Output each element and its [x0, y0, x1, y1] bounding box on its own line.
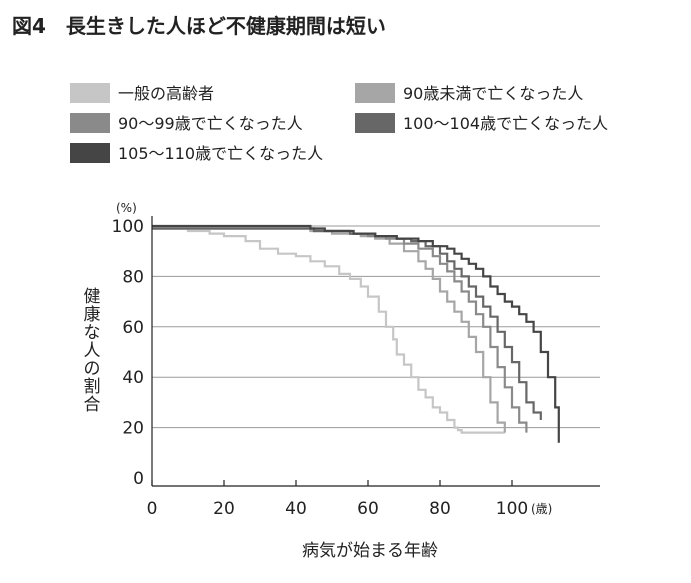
x-tick-label: 100	[496, 499, 528, 519]
axes	[151, 216, 600, 487]
chart-title: 図4 長生きした人ほど不健康期間は短い	[12, 14, 386, 38]
legend-label: 一般の高齢者	[118, 84, 214, 103]
legend-label: 100〜104歳で亡くなった人	[403, 114, 608, 133]
x-tick-label: 20	[213, 499, 235, 519]
y-label-char: な	[84, 323, 101, 343]
y-tick-label: 60	[122, 318, 144, 338]
series-line	[152, 227, 505, 434]
y-label-char: 人	[84, 341, 101, 361]
y-label-char: 健	[84, 287, 101, 307]
legend: 一般の高齢者 90歳未満で亡くなった人 90〜99歳で亡くなった人 100〜104歳で…	[70, 83, 608, 163]
y-tick-label: 100	[112, 217, 144, 237]
y-label-char: 康	[84, 305, 101, 325]
y-tick-label: 20	[122, 419, 144, 439]
y-label-char: 合	[84, 395, 101, 415]
series-lines	[152, 224, 560, 443]
legend-label: 90〜99歳で亡くなった人	[118, 114, 303, 133]
legend-swatch	[70, 113, 110, 133]
x-unit-label: (歳)	[531, 502, 552, 516]
x-axis-label: 病気が始まる年齢	[302, 541, 438, 561]
x-tick-label: 40	[285, 499, 307, 519]
y-label-char: の	[84, 359, 101, 379]
y-tick-label: 0	[133, 469, 144, 489]
x-tick-label: 0	[147, 499, 158, 519]
series-line	[152, 224, 560, 443]
y-tick-label: 80	[122, 267, 144, 287]
legend-swatch	[70, 143, 110, 163]
y-tick-label: 40	[122, 368, 144, 388]
legend-label: 105〜110歳で亡くなった人	[118, 144, 323, 163]
legend-swatch	[355, 113, 395, 133]
series-line	[152, 227, 506, 433]
x-tick-label: 80	[429, 499, 451, 519]
series-line	[152, 227, 528, 433]
legend-swatch	[355, 83, 395, 103]
x-tick-label: 60	[357, 499, 379, 519]
y-label-char: 割	[84, 377, 101, 397]
legend-swatch	[70, 83, 110, 103]
tick-labels: 0 20 40 60 80 100 0 20 40 60 80 100	[112, 217, 529, 519]
y-unit-label: (%)	[116, 201, 137, 215]
legend-label: 90歳未満で亡くなった人	[403, 84, 583, 103]
